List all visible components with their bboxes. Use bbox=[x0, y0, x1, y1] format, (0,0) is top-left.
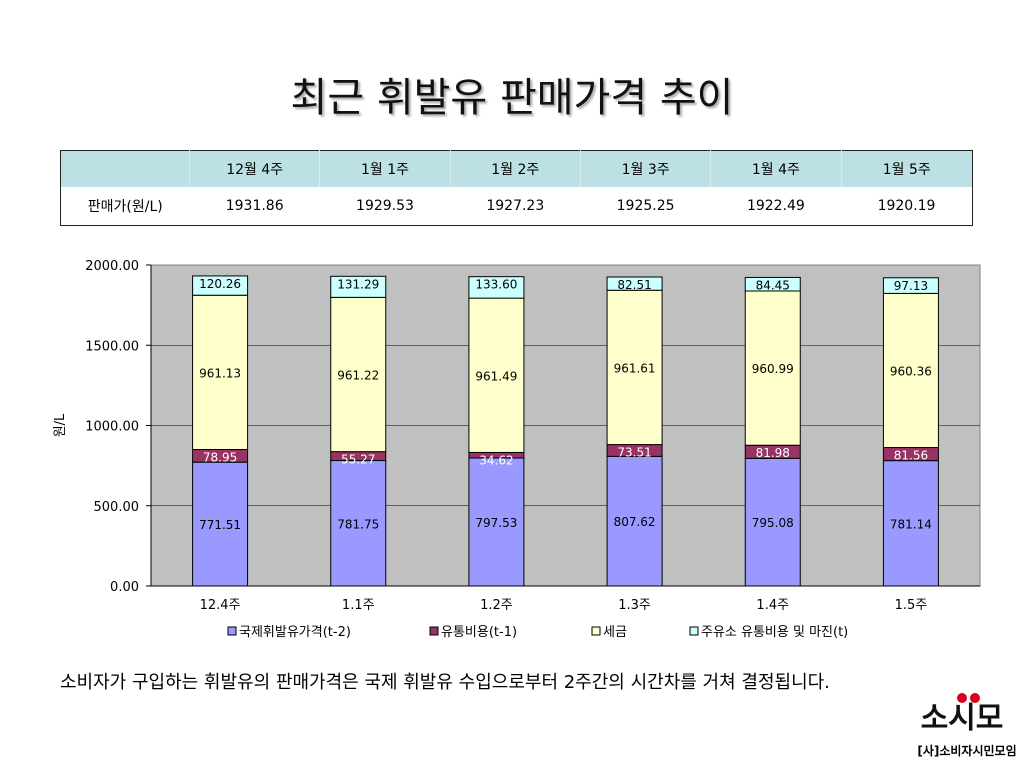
bar-segment bbox=[192, 461, 249, 587]
organization-logo: 소시모 [사]소비자시민모임 bbox=[912, 690, 1022, 766]
table-header-cell: 1월 4주 bbox=[710, 150, 842, 187]
bar-segment bbox=[192, 275, 249, 296]
x-tick-label: 1.3주 bbox=[618, 598, 651, 613]
data-label: 781.75 bbox=[337, 517, 379, 531]
table-header-cell: 1월 1주 bbox=[319, 150, 451, 187]
table-header-cell bbox=[60, 150, 190, 187]
table-row: 판매가(원/L) 1931.86 1929.53 1927.23 1925.25… bbox=[60, 187, 973, 226]
x-tick-label: 1.5주 bbox=[895, 598, 928, 613]
legend-swatch bbox=[429, 626, 439, 636]
bar-segment bbox=[330, 275, 387, 298]
table-row-label: 판매가(원/L) bbox=[60, 187, 190, 226]
data-label: 73.51 bbox=[617, 446, 651, 460]
legend-swatch bbox=[591, 626, 601, 636]
data-label: 960.99 bbox=[752, 362, 794, 376]
data-label: 795.08 bbox=[752, 516, 794, 530]
data-label: 961.61 bbox=[614, 361, 656, 375]
data-label: 78.95 bbox=[203, 451, 237, 465]
data-label: 797.53 bbox=[475, 516, 517, 530]
bar-segment bbox=[468, 297, 525, 453]
y-tick-label: 2000.00 bbox=[85, 259, 139, 274]
bar-segment bbox=[744, 290, 801, 446]
table-header-row: 12월 4주 1월 1주 1월 2주 1월 3주 1월 4주 1월 5주 bbox=[60, 150, 973, 187]
data-label: 807.62 bbox=[614, 515, 656, 529]
data-label: 131.29 bbox=[337, 277, 379, 291]
table-cell: 1922.49 bbox=[710, 187, 842, 226]
bar-segment bbox=[468, 276, 525, 299]
legend-label: 국제휘발유가격(t-2) bbox=[239, 625, 351, 640]
bar-segment bbox=[330, 460, 387, 587]
x-tick-label: 12.4주 bbox=[200, 598, 241, 613]
x-tick-label: 1.1주 bbox=[342, 598, 375, 613]
legend-swatch bbox=[227, 626, 237, 636]
table-cell: 1925.25 bbox=[580, 187, 711, 226]
table-header-cell: 1월 3주 bbox=[579, 150, 711, 187]
table-header-cell: 12월 4주 bbox=[188, 150, 320, 187]
data-label: 97.13 bbox=[894, 279, 928, 293]
y-tick-label: 0.00 bbox=[110, 580, 139, 595]
legend-label: 유통비용(t-1) bbox=[441, 625, 517, 640]
bar-segment bbox=[330, 296, 387, 453]
data-label: 960.36 bbox=[890, 364, 932, 378]
legend-label: 세금 bbox=[603, 625, 627, 640]
data-label: 771.51 bbox=[199, 518, 241, 532]
y-tick-label: 1000.00 bbox=[85, 420, 139, 435]
table-header-cell: 1월 5주 bbox=[840, 150, 973, 187]
x-tick-label: 1.4주 bbox=[756, 598, 789, 613]
data-label: 81.56 bbox=[894, 449, 928, 463]
bar-segment bbox=[606, 276, 663, 291]
chart-svg: 0.00 500.00 1000.00 1500.00 2000.00 원/L 12.4주 7… bbox=[53, 259, 981, 640]
bar-segment bbox=[744, 276, 801, 292]
table-cell: 1927.23 bbox=[450, 187, 581, 226]
page-title: 최근 휘발유 판매가격 추이 bbox=[290, 75, 734, 121]
legend-swatch bbox=[689, 626, 699, 636]
data-label: 120.26 bbox=[199, 277, 241, 291]
data-label: 781.14 bbox=[890, 517, 932, 531]
data-label: 133.60 bbox=[475, 278, 517, 292]
bar-segment bbox=[606, 289, 663, 446]
data-label: 82.51 bbox=[617, 278, 651, 292]
bar-segment bbox=[606, 455, 663, 587]
y-tick-label: 500.00 bbox=[94, 500, 140, 515]
legend-label: 주유소 유통비용 및 마진(t) bbox=[701, 625, 848, 640]
table-cell: 1929.53 bbox=[319, 187, 451, 226]
data-label: 961.49 bbox=[475, 369, 517, 383]
logo-text: [사]소비자시민모임 bbox=[917, 744, 1017, 758]
data-label: 55.27 bbox=[341, 453, 375, 467]
stacked-bar-chart: 0.00 500.00 1000.00 1500.00 2000.00 원/L 12.4주 7… bbox=[53, 259, 981, 640]
data-label: 84.45 bbox=[756, 278, 790, 292]
logo-mark-icon: 소시모 bbox=[921, 693, 1004, 736]
y-axis-label: 원/L bbox=[53, 413, 68, 437]
data-label: 81.98 bbox=[756, 446, 790, 460]
data-label: 961.22 bbox=[337, 369, 379, 383]
svg-text:소시모: 소시모 bbox=[921, 701, 1004, 736]
x-tick-label: 1.2주 bbox=[480, 598, 513, 613]
bar-segment bbox=[882, 277, 939, 294]
table-header-cell: 1월 2주 bbox=[449, 150, 581, 187]
price-table: 12월 4주 1월 1주 1월 2주 1월 3주 1월 4주 1월 5주 판매가… bbox=[60, 150, 973, 226]
y-tick-label: 1500.00 bbox=[85, 339, 139, 354]
table-cell: 1920.19 bbox=[841, 187, 973, 226]
bar-segment bbox=[882, 292, 939, 449]
data-label: 34.62 bbox=[479, 453, 513, 467]
data-label: 961.13 bbox=[199, 366, 241, 380]
table-cell: 1931.86 bbox=[189, 187, 320, 226]
bar-segment bbox=[468, 457, 525, 587]
footnote: 소비자가 구입하는 휘발유의 판매가격은 국제 휘발유 수입으로부터 2주간의 … bbox=[60, 672, 830, 693]
